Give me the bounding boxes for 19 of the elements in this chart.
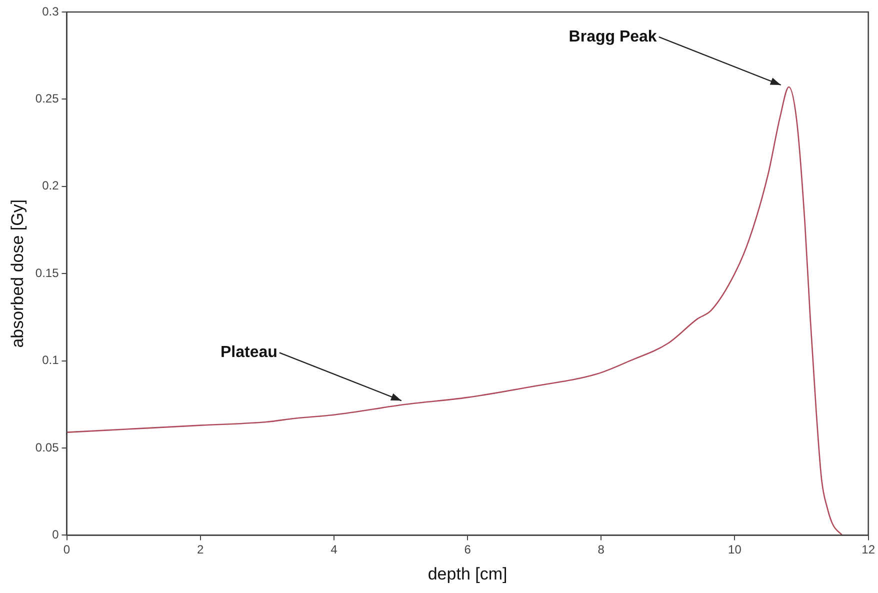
y-tick-label: 0.1 xyxy=(42,353,60,368)
y-tick-label: 0.25 xyxy=(35,92,60,106)
x-tick-label: 2 xyxy=(197,542,204,557)
annotation: Plateau xyxy=(220,344,278,362)
x-tick-label: 10 xyxy=(728,542,742,557)
x-tick-label: 4 xyxy=(330,542,338,557)
y-tick-label: 0 xyxy=(52,528,60,542)
x-tick-label: 0 xyxy=(63,542,70,557)
y-tick-label: 0.2 xyxy=(42,178,60,193)
y-tick-label: 0.15 xyxy=(35,266,60,280)
x-tick-label: 12 xyxy=(862,542,876,557)
y-tick-label: 0.3 xyxy=(42,4,60,18)
y-axis-title: absorbed dose [Gy] xyxy=(8,199,27,348)
x-tick-label: 6 xyxy=(464,542,472,557)
y-tick-label: 0.05 xyxy=(35,440,60,454)
annotation: Bragg Peak xyxy=(568,28,657,46)
x-tick-label: 8 xyxy=(598,542,605,557)
x-axis-title: depth [cm] xyxy=(428,564,508,584)
line-series xyxy=(66,86,843,536)
